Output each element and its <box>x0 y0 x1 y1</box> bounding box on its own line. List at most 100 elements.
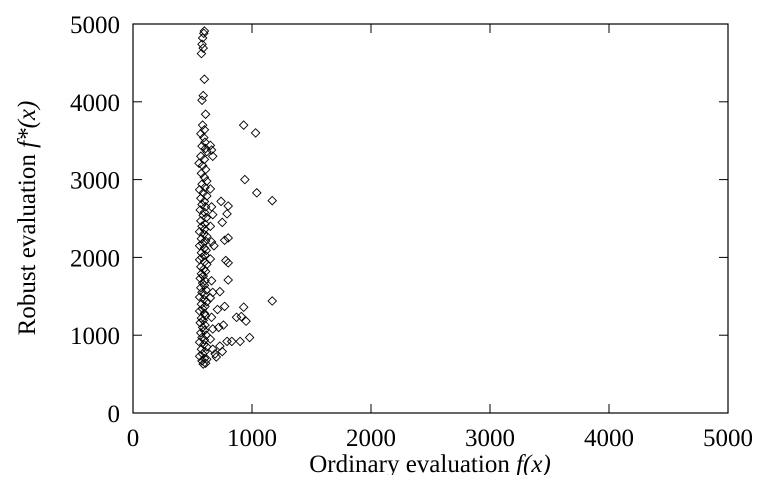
y-tick-label: 1000 <box>70 323 120 350</box>
data-point <box>219 301 230 312</box>
data-point <box>222 336 232 347</box>
data-point <box>207 344 218 355</box>
data-point <box>196 168 207 179</box>
data-point <box>199 289 210 300</box>
data-point <box>199 224 210 235</box>
data-point <box>205 221 216 232</box>
data-point <box>200 137 210 148</box>
data-point <box>223 258 234 268</box>
data-point <box>251 187 262 198</box>
data-point <box>205 293 216 303</box>
data-point <box>216 196 226 207</box>
data-point <box>223 275 234 285</box>
data-point <box>207 151 218 162</box>
data-point <box>223 233 234 243</box>
x-tick-label: 5000 <box>703 425 753 452</box>
data-point <box>238 302 249 313</box>
y-tick-label: 0 <box>108 401 121 428</box>
data-point <box>201 212 212 223</box>
data-point <box>236 311 247 322</box>
data-point <box>195 273 206 284</box>
y-axis-label: Robust evaluation f*(x) <box>14 101 41 336</box>
data-point <box>198 43 209 53</box>
x-tick-label: 3000 <box>465 425 515 452</box>
data-point <box>198 28 209 39</box>
data-point <box>212 304 223 315</box>
data-point <box>197 39 207 50</box>
x-tick-label: 2000 <box>346 425 396 452</box>
data-points <box>194 26 278 369</box>
x-axis-label: Ordinary evaluation f(x) <box>309 451 551 475</box>
data-point <box>197 95 207 106</box>
data-point <box>199 196 210 207</box>
data-point <box>205 184 216 194</box>
data-point <box>205 334 216 344</box>
data-point <box>199 172 210 183</box>
data-point <box>231 312 242 323</box>
x-tick-label: 4000 <box>584 425 634 452</box>
data-point <box>199 74 210 85</box>
y-tick-label: 4000 <box>70 90 120 117</box>
data-point <box>201 354 212 365</box>
data-point <box>194 351 205 362</box>
data-point <box>205 140 216 151</box>
data-point <box>217 217 228 228</box>
data-point <box>197 322 208 333</box>
data-point <box>219 235 230 246</box>
x-tick-label: 0 <box>127 425 140 452</box>
data-point <box>209 240 219 251</box>
data-point <box>201 296 212 307</box>
data-point <box>201 342 212 352</box>
data-point <box>206 237 217 247</box>
x-tick-label: 1000 <box>227 425 277 452</box>
axis-ticks: 0 1000 2000 3000 4000 5000 0 1000 2000 3000 4000 50… <box>70 12 753 452</box>
data-point <box>198 90 209 101</box>
data-point <box>267 195 278 206</box>
data-point <box>201 285 212 295</box>
y-tick-label: 2000 <box>70 245 120 272</box>
data-point <box>200 182 210 193</box>
data-point <box>206 145 217 155</box>
data-point <box>199 207 210 218</box>
data-point <box>201 245 212 256</box>
data-point <box>215 286 225 297</box>
data-point <box>198 132 209 143</box>
data-point <box>223 201 234 211</box>
data-point <box>211 352 222 362</box>
data-point <box>197 33 208 43</box>
data-point <box>213 322 224 333</box>
data-point <box>218 320 229 330</box>
data-point <box>201 146 212 157</box>
data-point <box>267 296 278 306</box>
data-point <box>207 209 218 220</box>
data-point <box>196 48 207 59</box>
data-point <box>206 201 217 212</box>
data-point <box>195 282 206 293</box>
data-point <box>200 266 211 277</box>
data-point <box>238 120 249 130</box>
data-point <box>226 336 237 347</box>
data-point <box>206 312 217 323</box>
data-point <box>195 328 206 338</box>
data-point <box>244 332 255 343</box>
y-tick-label: 5000 <box>70 12 120 39</box>
data-point <box>250 128 261 138</box>
data-point <box>195 317 206 328</box>
data-point <box>195 215 206 226</box>
data-point <box>240 174 250 185</box>
data-point <box>195 128 206 139</box>
data-point <box>201 231 212 242</box>
data-point <box>206 275 217 286</box>
plot-frame <box>132 23 729 414</box>
data-point <box>235 336 245 347</box>
data-point <box>210 349 220 359</box>
data-point <box>200 109 211 120</box>
data-point <box>241 316 251 327</box>
data-point <box>222 208 232 219</box>
data-point <box>205 254 216 264</box>
y-tick-label: 3000 <box>70 168 120 195</box>
data-point <box>207 324 218 334</box>
data-point <box>197 120 208 130</box>
